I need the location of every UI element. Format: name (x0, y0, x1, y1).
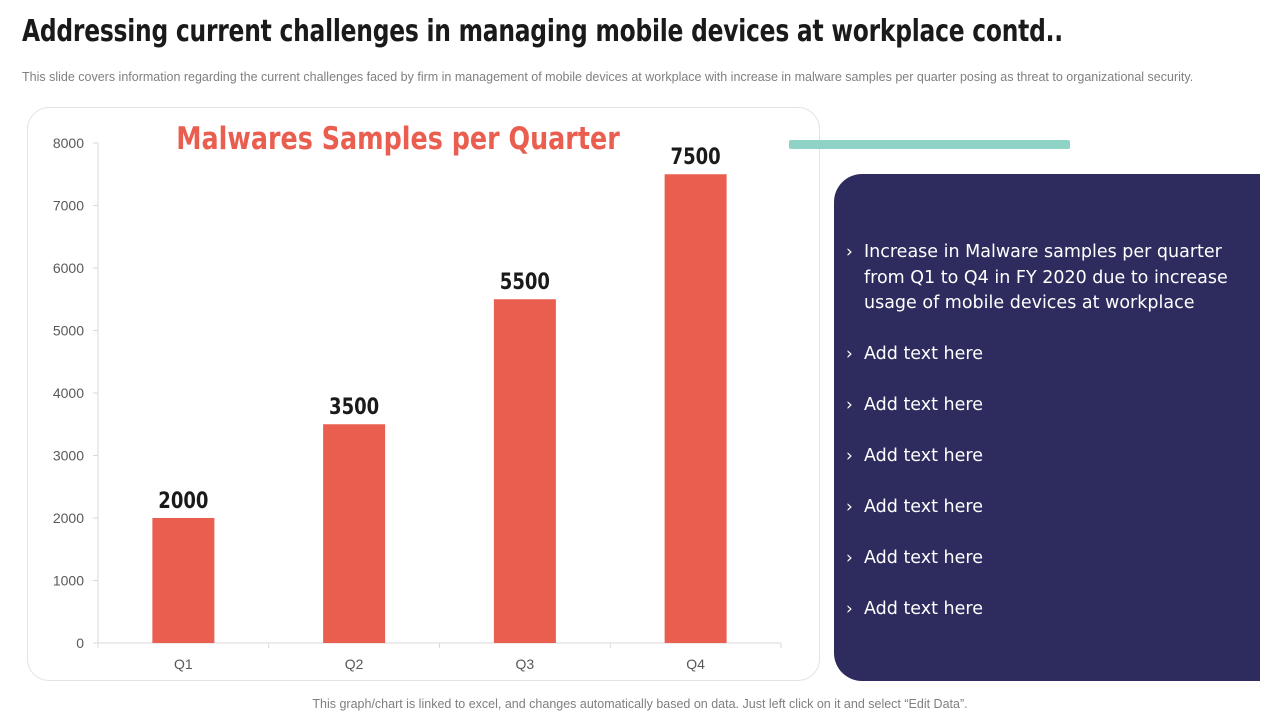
info-panel: › Increase in Malware samples per quarter… (834, 174, 1260, 681)
chevron-right-icon: › (846, 599, 853, 619)
y-tick-label: 5000 (53, 323, 84, 339)
bar-q3 (493, 299, 556, 643)
chevron-right-icon: › (846, 548, 853, 568)
data-label: 3500 (329, 393, 379, 419)
bullet-item: › Add text here (846, 444, 1230, 470)
x-tick-label: Q1 (174, 656, 193, 672)
slide-title: Addressing current challenges in managin… (22, 14, 1063, 49)
x-tick-label: Q4 (686, 656, 705, 672)
data-label: 2000 (158, 487, 208, 513)
accent-bar (789, 140, 1070, 149)
y-tick-label: 6000 (53, 260, 84, 276)
bullet-text: Add text here (864, 395, 983, 415)
bullet-text: Add text here (864, 344, 983, 364)
bullet-item: › Add text here (846, 546, 1230, 572)
bar-q1 (152, 518, 215, 643)
bullet-text: Increase in Malware samples per quarter … (864, 242, 1228, 313)
bullet-item: › Add text here (846, 342, 1230, 368)
footer-note: This graph/chart is linked to excel, and… (312, 697, 968, 711)
bullet-text: Add text here (864, 599, 983, 619)
y-tick-label: 0 (76, 635, 84, 651)
bullet-text: Add text here (864, 548, 983, 568)
bullet-list: › Increase in Malware samples per quarter… (846, 240, 1230, 623)
chevron-right-icon: › (846, 497, 853, 517)
bullet-item: › Increase in Malware samples per quarter… (846, 240, 1230, 317)
bar-q4 (664, 174, 727, 643)
bullet-item: › Add text here (846, 393, 1230, 419)
bullet-text: Add text here (864, 446, 983, 466)
chevron-right-icon: › (846, 446, 853, 466)
y-tick-label: 4000 (53, 385, 84, 401)
chart-card: Malwares Samples per Quarter 0 1000 2000 300… (27, 107, 820, 681)
y-tick-label: 3000 (53, 448, 84, 464)
slide-subtitle: This slide covers information regarding … (22, 70, 1194, 84)
y-tick-label: 8000 (53, 135, 84, 151)
bar-chart[interactable]: Malwares Samples per Quarter 0 1000 2000 300… (28, 108, 821, 682)
chart-title: Malwares Samples per Quarter (176, 121, 620, 157)
chevron-right-icon: › (846, 344, 853, 364)
bullet-text: Add text here (864, 497, 983, 517)
bullet-item: › Add text here (846, 495, 1230, 521)
bar-q2 (323, 424, 386, 643)
y-tick-label: 1000 (53, 573, 84, 589)
chevron-right-icon: › (846, 242, 853, 262)
bullet-item: › Add text here (846, 597, 1230, 623)
y-tick-label: 2000 (53, 510, 84, 526)
x-tick-label: Q3 (516, 656, 535, 672)
data-label: 7500 (671, 143, 721, 169)
data-label: 5500 (500, 268, 550, 294)
y-tick-label: 7000 (53, 198, 84, 214)
x-tick-label: Q2 (345, 656, 364, 672)
chevron-right-icon: › (846, 395, 853, 415)
